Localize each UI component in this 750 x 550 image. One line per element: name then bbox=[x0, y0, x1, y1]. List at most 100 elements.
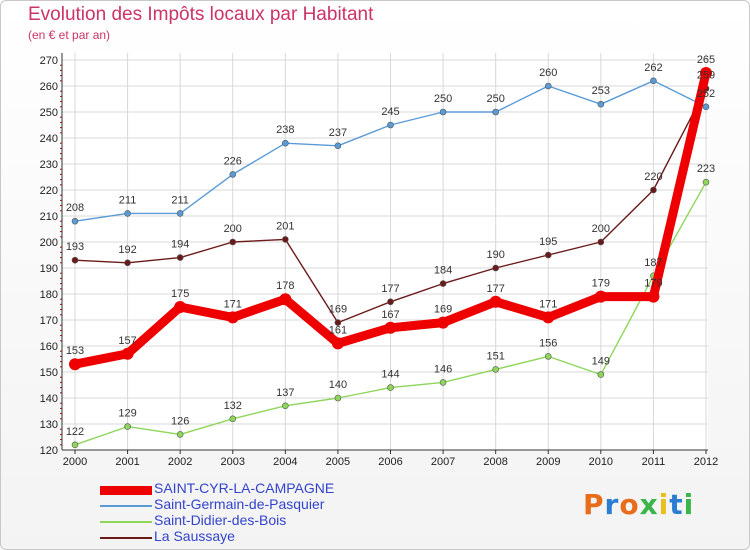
legend-swatch bbox=[100, 505, 152, 507]
data-point bbox=[544, 353, 552, 360]
legend-label: Saint-Didier-des-Bois bbox=[154, 512, 287, 528]
data-label: 226 bbox=[224, 155, 242, 167]
data-point bbox=[439, 108, 447, 116]
y-tick-label: 170 bbox=[40, 315, 58, 327]
data-point bbox=[384, 321, 397, 334]
data-label: 190 bbox=[486, 249, 504, 261]
data-label: 171 bbox=[539, 298, 557, 310]
data-point bbox=[229, 415, 237, 423]
x-tick-label: 2009 bbox=[536, 456, 560, 468]
data-label: 201 bbox=[276, 220, 294, 232]
data-point bbox=[439, 379, 447, 386]
x-tick-label: 2008 bbox=[483, 456, 507, 468]
data-label: 146 bbox=[434, 363, 452, 375]
data-label: 259 bbox=[697, 70, 715, 82]
y-tick-label: 120 bbox=[40, 445, 58, 457]
data-label: 175 bbox=[171, 288, 189, 300]
logo-letter: o bbox=[619, 488, 640, 521]
data-label: 194 bbox=[171, 239, 189, 251]
data-point bbox=[492, 264, 499, 272]
data-point bbox=[597, 100, 605, 108]
data-label: 179 bbox=[592, 278, 610, 290]
y-tick-label: 160 bbox=[40, 341, 58, 353]
data-label: 187 bbox=[644, 257, 662, 269]
grid bbox=[62, 53, 708, 451]
data-point bbox=[387, 384, 394, 391]
data-label: 193 bbox=[66, 241, 84, 253]
data-point bbox=[650, 77, 657, 85]
y-tick-label: 250 bbox=[40, 107, 58, 119]
data-labels: 208 211 211 226 238 237 245 250 250 260 253 262 252 1… bbox=[66, 54, 715, 438]
logo-letter: i bbox=[658, 488, 670, 521]
data-point bbox=[492, 366, 499, 373]
data-point bbox=[71, 256, 79, 264]
x-tick-label: 2010 bbox=[589, 456, 613, 468]
data-label: 237 bbox=[329, 127, 347, 139]
data-label: 161 bbox=[329, 324, 347, 336]
data-label: 260 bbox=[539, 67, 557, 79]
data-point bbox=[174, 301, 187, 313]
data-label: 126 bbox=[171, 415, 189, 427]
legend-label: SAINT-CYR-LA-CAMPAGNE bbox=[154, 480, 335, 496]
data-point bbox=[544, 82, 552, 90]
data-label: 211 bbox=[171, 194, 189, 206]
y-tick-label: 230 bbox=[40, 159, 58, 171]
data-label: 122 bbox=[66, 426, 84, 438]
data-point bbox=[226, 311, 239, 324]
data-label: 200 bbox=[224, 223, 242, 235]
x-tick-label: 2006 bbox=[378, 456, 402, 468]
y-tick-label: 210 bbox=[40, 211, 58, 223]
y-tick-label: 150 bbox=[40, 367, 58, 379]
data-point bbox=[594, 290, 607, 303]
data-point bbox=[544, 251, 552, 259]
data-point bbox=[437, 316, 450, 329]
axes: 120 130 140 150 160 170 180 190 200 210 220 230 240 2… bbox=[40, 53, 718, 468]
data-label: 253 bbox=[592, 85, 610, 97]
data-label: 245 bbox=[381, 106, 399, 118]
data-label: 171 bbox=[224, 298, 242, 310]
y-tick-label: 260 bbox=[40, 81, 58, 93]
proxiti-logo: Proxiti bbox=[583, 488, 694, 521]
data-point bbox=[282, 402, 289, 410]
data-point bbox=[331, 337, 344, 350]
legend-swatch bbox=[100, 521, 152, 523]
legend-label: Saint-Germain-de-Pasquier bbox=[154, 496, 325, 512]
data-label: 144 bbox=[381, 369, 399, 381]
logo-letter: x bbox=[639, 488, 659, 521]
x-tick-label: 2003 bbox=[221, 456, 245, 468]
data-point bbox=[124, 423, 131, 430]
data-label: 200 bbox=[592, 223, 610, 235]
legend-swatch bbox=[100, 485, 152, 495]
data-point bbox=[229, 238, 237, 246]
data-point bbox=[700, 67, 712, 79]
data-label: 177 bbox=[486, 283, 504, 295]
x-tick-label: 2001 bbox=[115, 456, 139, 468]
chart-subtitle: (en € et par an) bbox=[28, 28, 111, 42]
data-point bbox=[702, 178, 710, 186]
data-point bbox=[387, 121, 394, 129]
legend-swatch bbox=[100, 537, 152, 539]
data-label: 157 bbox=[118, 335, 136, 347]
data-label: 149 bbox=[592, 356, 610, 368]
series-lines bbox=[69, 67, 712, 449]
y-tick-label: 270 bbox=[40, 55, 58, 67]
x-tick-label: 2012 bbox=[694, 456, 718, 468]
data-label: 262 bbox=[644, 62, 662, 74]
data-point bbox=[702, 103, 710, 111]
data-label: 208 bbox=[66, 202, 84, 214]
data-label: 167 bbox=[381, 309, 399, 321]
x-tick-label: 2011 bbox=[642, 456, 666, 468]
data-label: 129 bbox=[118, 408, 136, 420]
data-label: 195 bbox=[539, 236, 557, 248]
logo-letter: t bbox=[669, 488, 684, 521]
data-point bbox=[282, 236, 289, 243]
data-label: 265 bbox=[697, 54, 715, 66]
y-tick-label: 190 bbox=[40, 263, 58, 275]
y-tick-label: 220 bbox=[40, 185, 58, 197]
data-label: 220 bbox=[644, 171, 662, 183]
data-point bbox=[71, 217, 79, 225]
data-point bbox=[282, 139, 289, 147]
legend-label: La Saussaye bbox=[154, 528, 235, 544]
y-tick-label: 140 bbox=[40, 393, 58, 405]
